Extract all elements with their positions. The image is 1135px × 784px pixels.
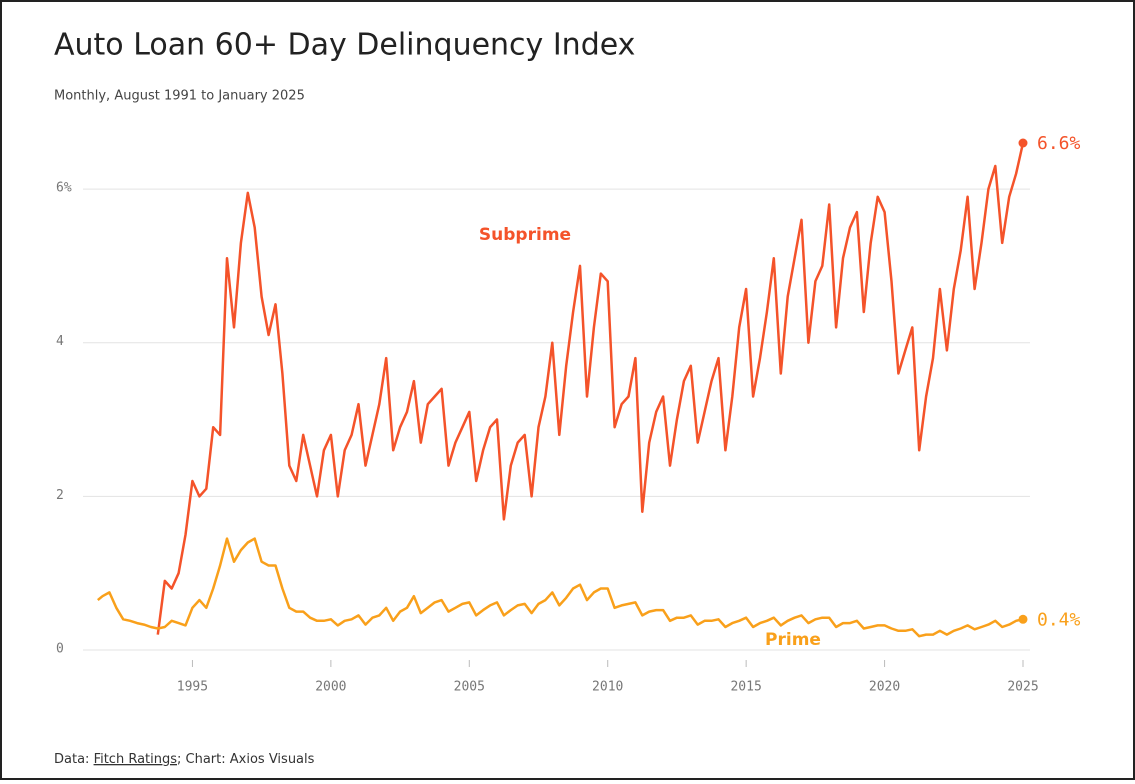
chart-title: Auto Loan 60+ Day Delinquency Index xyxy=(54,28,635,63)
end-dot xyxy=(1018,614,1028,624)
end-dot xyxy=(1018,138,1028,148)
series-line xyxy=(97,537,1024,638)
end-label: 6.6% xyxy=(1037,133,1081,154)
source-prefix: Data: xyxy=(54,752,89,767)
x-tick-label: 2020 xyxy=(869,680,900,695)
end-label: 0.4% xyxy=(1037,609,1081,630)
x-tick-label: 1995 xyxy=(177,680,208,695)
chart-subtitle: Monthly, August 1991 to January 2025 xyxy=(54,89,305,104)
x-tick-label: 2010 xyxy=(592,680,623,695)
x-tick-label: 2015 xyxy=(730,680,761,695)
source-suffix: ; Chart: Axios Visuals xyxy=(177,752,315,767)
series-label: Subprime xyxy=(479,225,571,245)
y-tick-label: 6% xyxy=(56,181,72,196)
source-link[interactable]: Fitch Ratings xyxy=(94,752,178,767)
x-tick-label: 2005 xyxy=(454,680,485,695)
y-tick-label: 4 xyxy=(56,334,64,349)
source: Data: Fitch Ratings; Chart: Axios Visual… xyxy=(54,752,315,767)
x-tick-label: 2000 xyxy=(315,680,346,695)
series-label: Prime xyxy=(765,630,821,650)
series-line xyxy=(156,142,1025,635)
x-tick-label: 2025 xyxy=(1007,680,1038,695)
y-tick-label: 0 xyxy=(56,642,64,657)
y-tick-label: 2 xyxy=(56,488,64,503)
